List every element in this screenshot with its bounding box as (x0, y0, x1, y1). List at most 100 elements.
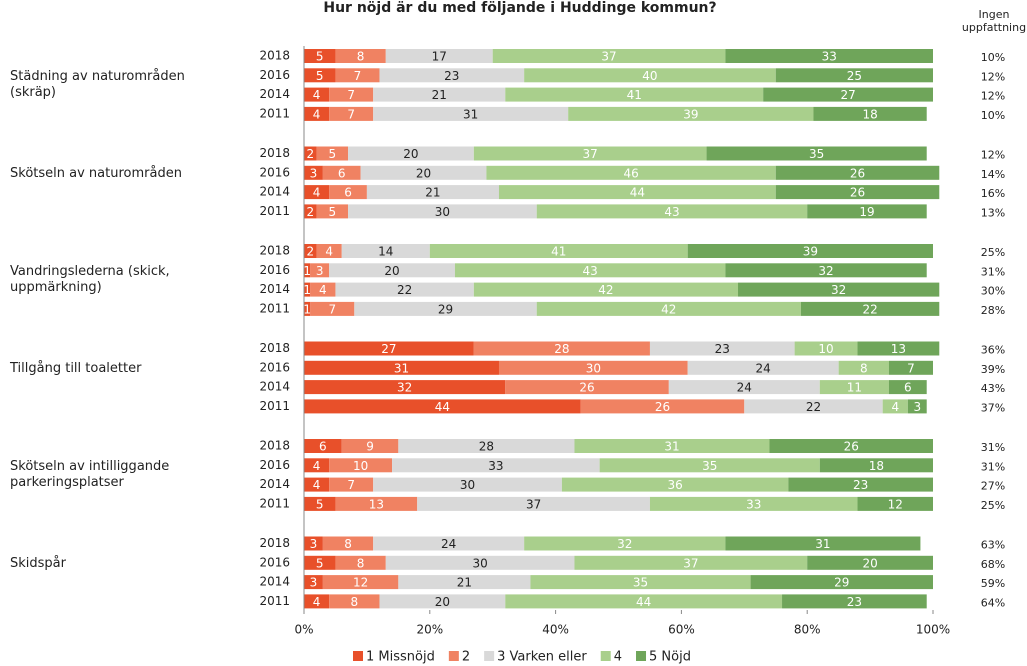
bar-segment (322, 165, 361, 180)
data-label: 23 (715, 342, 730, 356)
bar-segment (373, 477, 562, 492)
bar-segment (649, 341, 795, 356)
bar-segment (769, 439, 933, 453)
no-opinion-label: 25% (981, 246, 1005, 259)
bar-segment (304, 301, 311, 316)
data-label: 37 (601, 50, 616, 64)
data-label: 46 (623, 166, 638, 180)
bar-segment (417, 496, 650, 511)
bar-segment (329, 185, 367, 200)
bar-segment (373, 536, 525, 551)
data-label: 41 (551, 245, 566, 259)
x-tick-label: 60% (668, 623, 695, 637)
data-label: 31 (394, 361, 409, 375)
bar-segment (304, 380, 506, 395)
bar-segment (310, 282, 336, 297)
data-label: 11 (847, 381, 862, 395)
data-label: 27 (840, 88, 855, 102)
data-label: 24 (756, 361, 771, 375)
bar-segment (304, 244, 317, 258)
bar-segment (373, 87, 506, 102)
data-label: 5 (328, 147, 336, 161)
bar-segment (857, 341, 940, 356)
group-label: Städning av naturområden (skräp) (10, 68, 185, 100)
legend-swatch (448, 651, 459, 661)
year-label: 2016 (259, 360, 290, 374)
no-opinion-label: 10% (981, 109, 1005, 122)
data-label: 2 (306, 147, 314, 161)
year-label: 2011 (259, 594, 290, 608)
bar-segment (316, 204, 349, 219)
bar-segment (341, 439, 399, 453)
data-label: 10 (818, 342, 833, 356)
bar-segment (473, 341, 650, 356)
bar-segment (706, 146, 927, 161)
bar-segment (530, 575, 751, 590)
bar-segment (668, 380, 820, 395)
bar-segment (304, 68, 336, 83)
no-opinion-label: 63% (981, 539, 1005, 552)
bar-segment (304, 263, 311, 278)
no-opinion-label: 16% (981, 187, 1005, 200)
data-label: 21 (457, 576, 472, 590)
bar-segment (341, 244, 430, 258)
year-label: 2016 (259, 263, 290, 277)
bar-segment (800, 301, 940, 316)
bar-segment (304, 87, 330, 102)
data-label: 7 (328, 302, 336, 316)
bar-segment (366, 185, 499, 200)
data-label: 37 (526, 497, 541, 511)
data-label: 19 (859, 205, 874, 219)
no-opinion-label: 28% (981, 304, 1005, 317)
no-opinion-label: 39% (981, 363, 1005, 376)
data-label: 8 (357, 556, 365, 570)
legend-swatch (636, 651, 647, 661)
bar-segment (473, 146, 707, 161)
data-label: 26 (655, 400, 670, 414)
data-label: 39 (803, 245, 818, 259)
data-label: 30 (472, 556, 487, 570)
data-label: 43 (583, 264, 598, 278)
bar-segment (819, 380, 889, 395)
data-label: 37 (583, 147, 598, 161)
data-label: 4 (313, 186, 321, 200)
bar-segment (329, 87, 374, 102)
bar-segment (329, 458, 393, 473)
year-label: 2018 (259, 49, 290, 63)
data-label: 7 (354, 69, 362, 83)
group-label: Skötseln av intilliggande parkeringsplat… (10, 458, 170, 490)
no-opinion-label: 43% (981, 382, 1005, 395)
data-label: 13 (369, 497, 384, 511)
bar-segment (304, 594, 330, 609)
group-label: Vandringslederna (skick, uppmärkning) (10, 263, 170, 295)
data-label: 24 (441, 537, 456, 551)
year-label: 2014 (259, 477, 290, 491)
bar-segment (524, 68, 776, 83)
bar-segment (348, 204, 537, 219)
bar-segment (725, 49, 933, 63)
data-label: 23 (853, 478, 868, 492)
bar-segment (505, 594, 783, 609)
year-label: 2014 (259, 575, 290, 589)
bar-segment (304, 360, 499, 375)
data-label: 31 (463, 107, 478, 121)
bar-segment (775, 165, 940, 180)
data-label: 44 (630, 186, 645, 200)
bar-segment (329, 477, 374, 492)
data-label: 20 (862, 556, 877, 570)
bar-segment (316, 146, 349, 161)
no-opinion-label: 31% (981, 441, 1005, 454)
data-label: 4 (313, 88, 321, 102)
no-opinion-label: 36% (981, 344, 1005, 357)
no-opinion-header: Ingen uppfattning (961, 8, 1027, 34)
data-label: 6 (338, 166, 346, 180)
bar-segment (599, 458, 820, 473)
bar-segment (310, 301, 355, 316)
bar-segment (398, 439, 575, 453)
data-label: 42 (598, 283, 613, 297)
bar-segment (385, 555, 575, 570)
data-label: 6 (344, 186, 352, 200)
data-label: 33 (488, 459, 503, 473)
data-label: 4 (325, 245, 333, 259)
